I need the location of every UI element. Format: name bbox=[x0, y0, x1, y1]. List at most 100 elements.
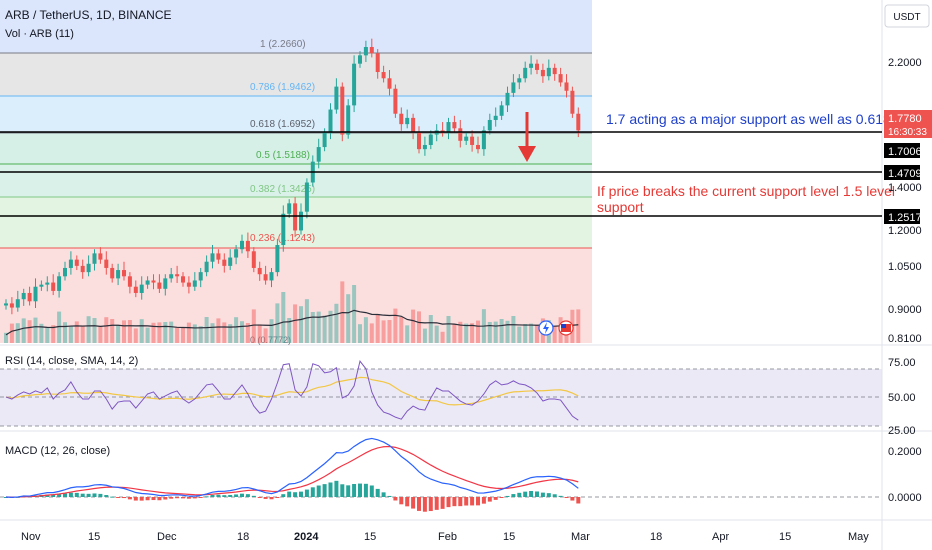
candle-body bbox=[80, 265, 85, 273]
volume-indicator-label[interactable]: Vol · ARB (11) bbox=[5, 28, 74, 40]
volume-bar bbox=[110, 319, 115, 343]
rsi-tick: 25.00 bbox=[888, 425, 916, 437]
volume-bar bbox=[535, 325, 539, 343]
volume-bar bbox=[257, 324, 262, 343]
macd-hist-bar bbox=[381, 492, 386, 497]
support-annotation: 1.7 acting as a major support as well as… bbox=[606, 111, 914, 127]
volume-bar bbox=[181, 327, 185, 343]
volume-bar bbox=[334, 303, 339, 343]
candle-body bbox=[104, 259, 109, 268]
candle-body bbox=[458, 128, 463, 141]
time-tick: 2024 bbox=[294, 531, 319, 543]
volume-bar bbox=[352, 285, 357, 343]
candle-body bbox=[558, 74, 563, 83]
candle-body bbox=[51, 282, 56, 291]
symbol-title[interactable]: ARB / TetherUS, 1D, BINANCE bbox=[5, 8, 172, 22]
volume-bar bbox=[151, 322, 156, 343]
volume-bar bbox=[399, 317, 404, 343]
candle-body bbox=[198, 272, 203, 281]
macd-hist-bar bbox=[517, 492, 522, 497]
volume-bar bbox=[505, 320, 510, 343]
volume-bar bbox=[511, 316, 516, 343]
candle-body bbox=[529, 63, 534, 68]
volume-bar bbox=[240, 321, 244, 343]
candle-body bbox=[275, 245, 280, 273]
volume-bar bbox=[346, 294, 351, 343]
candle-body bbox=[33, 286, 38, 302]
volume-bar bbox=[275, 303, 280, 343]
time-tick: Nov bbox=[21, 531, 41, 543]
candle-body bbox=[281, 213, 286, 246]
candle-body bbox=[546, 67, 551, 77]
fib-label-1: 1 (2.2660) bbox=[260, 39, 306, 50]
volume-bar bbox=[387, 320, 392, 343]
macd-hist-bar bbox=[481, 497, 486, 504]
candle-body bbox=[157, 282, 162, 289]
candle-body bbox=[186, 282, 191, 287]
candle-body bbox=[399, 113, 404, 125]
candle-body bbox=[269, 272, 274, 281]
price-axis[interactable]: USDT 2.2000 1.4000 1.2000 1.0500 0.9000 … bbox=[884, 4, 930, 504]
candle-body bbox=[511, 82, 516, 93]
volume-ma-line bbox=[5, 309, 579, 336]
candle-body bbox=[98, 253, 103, 260]
price-tick: 1.0500 bbox=[888, 261, 922, 273]
volume-bar bbox=[310, 312, 315, 343]
time-axis[interactable]: Nov 15 Dec 18 2024 15 Feb 15 Mar 18 Apr … bbox=[21, 531, 869, 543]
candle-body bbox=[499, 105, 504, 116]
fib-zone-bottom bbox=[0, 248, 592, 343]
macd-hist-bar bbox=[157, 497, 162, 501]
macd-hist-bar bbox=[363, 483, 368, 497]
macd-label[interactable]: MACD (12, 26, close) bbox=[5, 445, 110, 457]
candle-body bbox=[192, 280, 197, 287]
volume-bar bbox=[493, 321, 498, 343]
candle-body bbox=[293, 203, 298, 231]
volume-bar bbox=[358, 324, 362, 343]
macd-hist-bar bbox=[257, 497, 262, 498]
candle-body bbox=[39, 284, 44, 287]
macd-hist-bar bbox=[529, 490, 534, 497]
candle-body bbox=[63, 267, 67, 277]
candle-body bbox=[393, 88, 398, 114]
macd-hist-bar bbox=[340, 484, 345, 497]
candle-body bbox=[417, 132, 421, 150]
macd-hist-bar bbox=[293, 492, 298, 497]
macd-hist-bar bbox=[476, 497, 480, 506]
volume-bar bbox=[446, 316, 451, 343]
candle-body bbox=[340, 86, 345, 135]
macd-hist-bar bbox=[151, 497, 156, 501]
volume-bar bbox=[186, 322, 191, 343]
candle-body bbox=[428, 134, 433, 145]
volume-bar bbox=[487, 322, 492, 343]
candle-body bbox=[375, 53, 380, 73]
volume-bar bbox=[375, 314, 380, 343]
rsi-label[interactable]: RSI (14, close, SMA, 14, 2) bbox=[5, 355, 138, 367]
volume-bar bbox=[98, 326, 103, 343]
candle-body bbox=[564, 82, 569, 91]
volume-bar bbox=[417, 311, 421, 343]
time-tick: 15 bbox=[779, 531, 791, 543]
macd-hist-bar bbox=[322, 484, 327, 497]
rsi-tick: 50.00 bbox=[888, 392, 916, 404]
event-icons[interactable] bbox=[538, 320, 574, 336]
countdown: 16:30:33 bbox=[888, 127, 927, 138]
candle-body bbox=[175, 274, 180, 277]
macd-hist-bar bbox=[417, 497, 421, 511]
macd-hist-bar bbox=[446, 497, 451, 508]
volume-bar bbox=[92, 318, 97, 343]
candle-body bbox=[228, 257, 233, 266]
macd-hist-bar bbox=[275, 497, 280, 498]
macd-hist-bar bbox=[299, 491, 303, 497]
volume-bar bbox=[74, 321, 79, 343]
volume-bar bbox=[322, 315, 327, 343]
price-tick: 1.4000 bbox=[888, 182, 922, 194]
volume-bar bbox=[51, 325, 56, 343]
macd-hist-bar bbox=[204, 496, 209, 498]
macd-hist-bar bbox=[375, 488, 380, 497]
macd-hist-bar bbox=[92, 493, 97, 497]
macd-hist-bar bbox=[411, 497, 416, 509]
candle-body bbox=[287, 203, 292, 214]
volume-bar bbox=[363, 317, 368, 343]
macd-hist-bar bbox=[145, 497, 150, 501]
